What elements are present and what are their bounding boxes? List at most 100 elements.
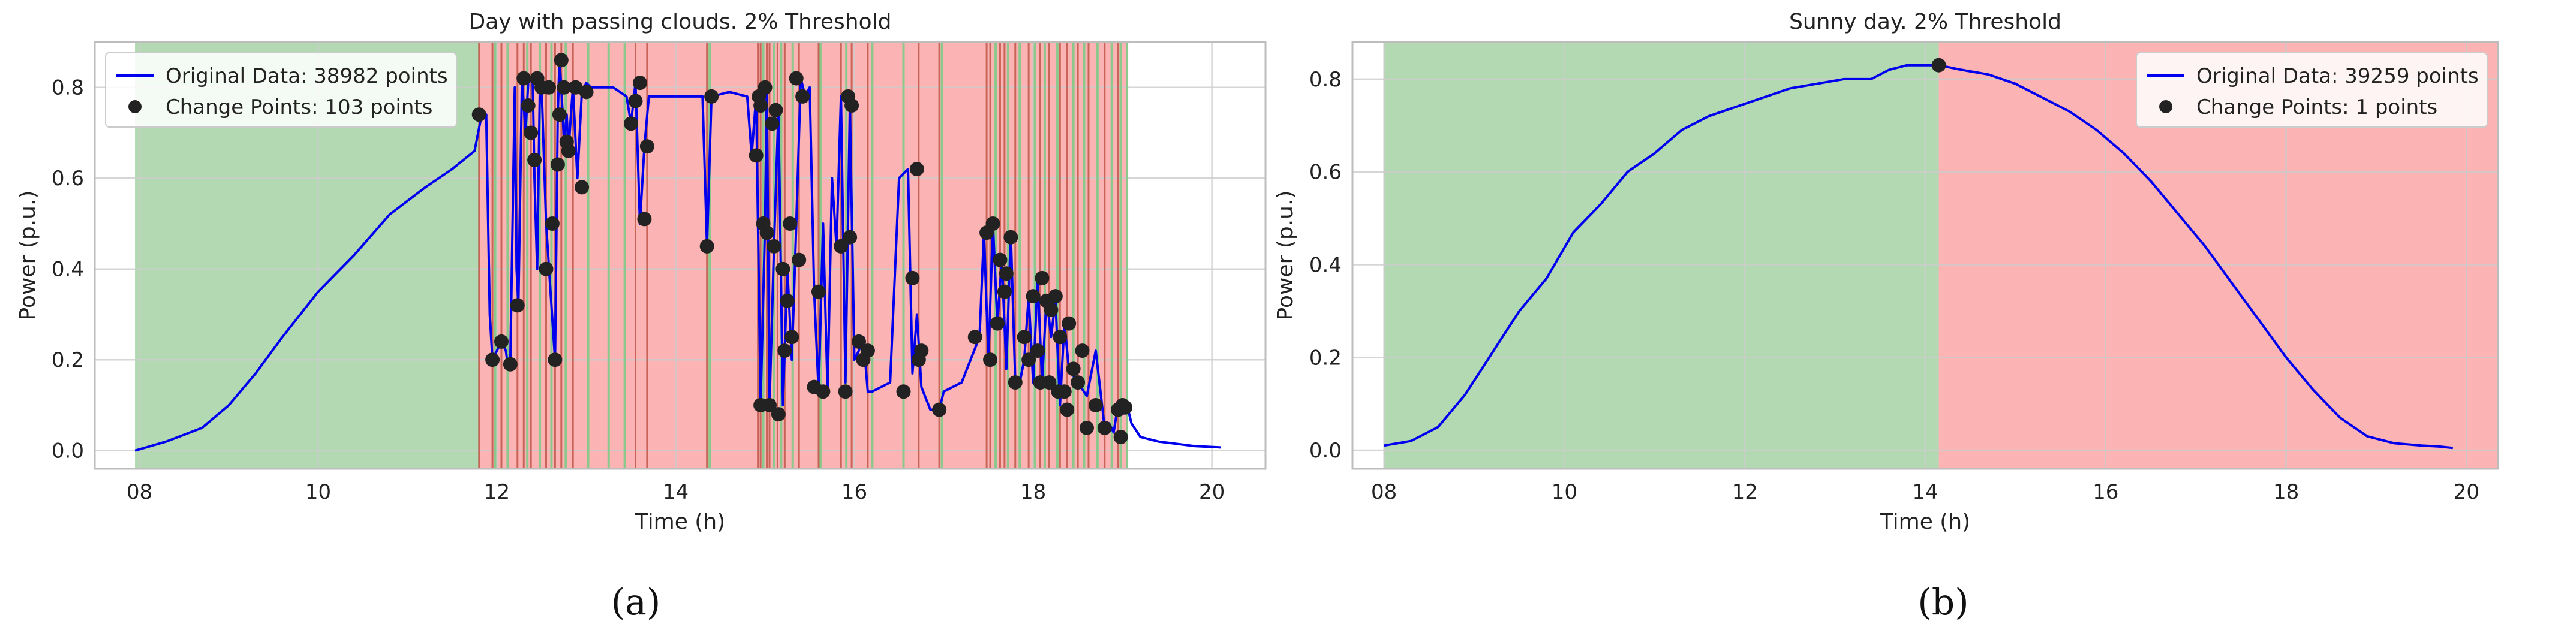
chart-a-change-point	[896, 384, 911, 399]
chart-a-change-point	[527, 152, 542, 167]
chart-a-y-tick-label: 0.0	[52, 439, 84, 463]
chart-a-y-tick-label: 0.8	[52, 76, 84, 100]
chart-a-change-point	[624, 116, 639, 131]
chart-a-change-point	[1051, 384, 1066, 399]
chart-a-change-point	[1026, 289, 1041, 304]
chart-b-y-ticks: 0.0 0.2 0.4 0.6 0.8	[1309, 68, 1342, 463]
chart-b-y-tick-label: 0.6	[1309, 161, 1342, 185]
chart-a-change-point	[1071, 375, 1086, 390]
panel-label-a: (a)	[611, 581, 661, 623]
chart-a-change-point	[554, 53, 569, 68]
chart-a-change-point	[548, 352, 563, 367]
chart-a-x-tick-label: 18	[1020, 480, 1046, 504]
chart-a-change-point	[914, 343, 929, 358]
chart-a-legend-series-label: Original Data: 38982 points	[166, 64, 448, 88]
chart-a-change-point	[771, 407, 786, 422]
chart-a-title: Day with passing clouds. 2% Threshold	[469, 10, 892, 34]
chart-a-change-point	[485, 352, 500, 367]
chart-b-change-point	[1931, 58, 1946, 73]
chart-a-legend-points-label: Change Points: 103 points	[166, 95, 433, 119]
panel-label-b: (b)	[1917, 581, 1969, 623]
chart-a-x-tick-label: 20	[1199, 480, 1225, 504]
chart-a-change-point	[1042, 375, 1057, 390]
chart-a-change-point	[1044, 302, 1059, 317]
chart-b-region-green	[1384, 42, 1939, 469]
chart-a-change-point	[471, 107, 486, 122]
chart-a-change-point	[762, 397, 777, 412]
chart-a-change-point	[775, 261, 790, 276]
chart-a-change-point	[784, 330, 799, 345]
chart-a-change-point	[767, 239, 781, 254]
chart-a-change-point	[550, 157, 565, 172]
chart-a-change-point	[838, 384, 853, 399]
chart-a-x-tick-label: 08	[127, 480, 152, 504]
chart-a-x-ticks: 08 10 12 14 16 18 20	[127, 480, 1225, 504]
chart-a-x-tick-label: 14	[663, 480, 689, 504]
chart-a-change-point	[753, 98, 768, 113]
chart-a-change-point	[704, 89, 719, 104]
chart-a-change-point	[516, 71, 531, 86]
chart-a-change-point	[539, 261, 554, 276]
chart-a-change-point	[792, 252, 807, 267]
chart-a-change-point	[1021, 352, 1036, 367]
chart-a-change-point	[860, 343, 875, 358]
chart-b-x-tick-label: 08	[1371, 480, 1397, 504]
chart-a-change-point	[552, 107, 567, 122]
chart-a-change-point	[993, 252, 1008, 267]
chart-a-change-point	[759, 225, 774, 240]
chart-a-change-point	[985, 216, 1000, 231]
chart-a-change-point	[789, 71, 804, 86]
chart-b-y-tick-label: 0.2	[1309, 346, 1342, 370]
chart-a-change-point	[1003, 230, 1018, 245]
chart-a-change-point	[783, 216, 798, 231]
chart-b-legend-point-swatch	[2159, 100, 2172, 113]
chart-b-frame	[1351, 41, 2499, 470]
chart-b-x-tick-label: 16	[2093, 480, 2118, 504]
chart-b-x-ticks: 08 10 12 14 16 18 20	[1371, 480, 2479, 504]
chart-a-change-point	[1075, 343, 1090, 358]
chart-b-y-label: Power (p.u.)	[1273, 191, 1298, 321]
chart-a-change-point	[1079, 420, 1094, 435]
chart-a-change-point	[541, 80, 556, 95]
chart-a-change-point	[777, 343, 792, 358]
chart-a-change-point	[1097, 420, 1112, 435]
chart-a-y-tick-label: 0.2	[52, 348, 84, 372]
chart-a-x-tick-label: 16	[841, 480, 867, 504]
chart-a-y-tick-label: 0.6	[52, 167, 84, 191]
chart-a-change-point	[1066, 361, 1081, 376]
chart-a-change-point	[503, 357, 518, 372]
chart-a-change-point	[1118, 400, 1133, 415]
chart-a-change-point	[758, 80, 773, 95]
chart-a-change-point	[1035, 270, 1050, 285]
chart-a-change-point	[1062, 316, 1077, 331]
chart-a-change-point	[521, 98, 536, 113]
chart-a-change-point	[628, 94, 643, 108]
chart-a-change-point	[807, 379, 822, 394]
chart-a-series-line	[134, 59, 1221, 452]
chart-a-y-tick-label: 0.4	[52, 258, 84, 282]
chart-a-change-point	[768, 103, 783, 117]
chart-a-grid	[95, 42, 1266, 469]
chart-b-x-tick-label: 10	[1552, 480, 1577, 504]
chart-a-change-point	[1017, 330, 1032, 345]
chart-b-title: Sunny day. 2% Threshold	[1789, 10, 2061, 34]
chart-b-x-tick-label: 18	[2273, 480, 2299, 504]
chart-a-change-point	[795, 89, 810, 104]
chart-a-change-point	[1008, 375, 1023, 390]
chart-a-change-point	[639, 139, 654, 154]
chart-a-y-label: Power (p.u.)	[16, 191, 40, 321]
chart-a-legend-point-swatch	[128, 100, 142, 113]
chart-b-legend-series-label: Original Data: 39259 points	[2196, 64, 2479, 88]
chart-a-legend: Original Data: 38982 points Change Point…	[105, 52, 457, 128]
chart-a-change-point	[632, 76, 647, 91]
chart-b-series-line	[1384, 64, 2454, 450]
chart-a-x-tick-label: 12	[484, 480, 510, 504]
chart-a-change-point	[990, 316, 1005, 331]
chart-a-y-ticks: 0.0 0.2 0.4 0.6 0.8	[52, 76, 84, 463]
chart-a-change-point	[1048, 289, 1063, 304]
chart-a: 08 10 12 14 16 18 20 0.0 0.2 0.4 0.6 0.8 Day with …	[16, 10, 1267, 534]
chart-a-change-point	[834, 239, 849, 254]
chart-a-change-point	[852, 334, 867, 349]
chart-a-x-label: Time (h)	[635, 510, 725, 534]
